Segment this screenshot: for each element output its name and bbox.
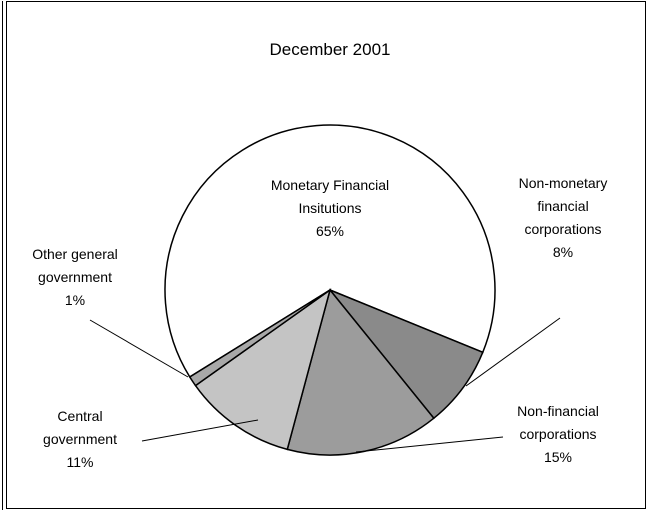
leader-line [89,319,189,378]
category-label: Other general government [32,246,118,285]
category-label: Non-financial corporations [517,403,599,442]
category-label: Monetary Financial Insitutions [270,177,390,216]
value-label: 1% [64,292,86,308]
pie-slice [164,124,496,378]
value-label: 65% [315,223,345,239]
frame [6,1,646,509]
slice-label: Non-financial corporations 15% [490,400,626,469]
chart-title: December 2001 [269,40,391,59]
slice-label: Non-monetary financial corporations 8% [518,172,608,264]
value-label: 11% [66,454,94,470]
leader-line [141,419,259,442]
category-label: Central government [43,408,117,447]
pie-slice [194,288,332,451]
pie-slice [188,289,331,387]
slice-label: Monetary Financial Insitutions 65% [270,174,390,243]
value-label: 15% [543,449,573,465]
slice-label: Central government 11% [30,405,130,474]
leader-line [465,317,561,387]
category-label: Non-monetary financial corporations [518,175,608,237]
slice-label: Other general government 1% [15,243,135,312]
leader-line [355,436,504,453]
value-label: 8% [552,244,574,260]
